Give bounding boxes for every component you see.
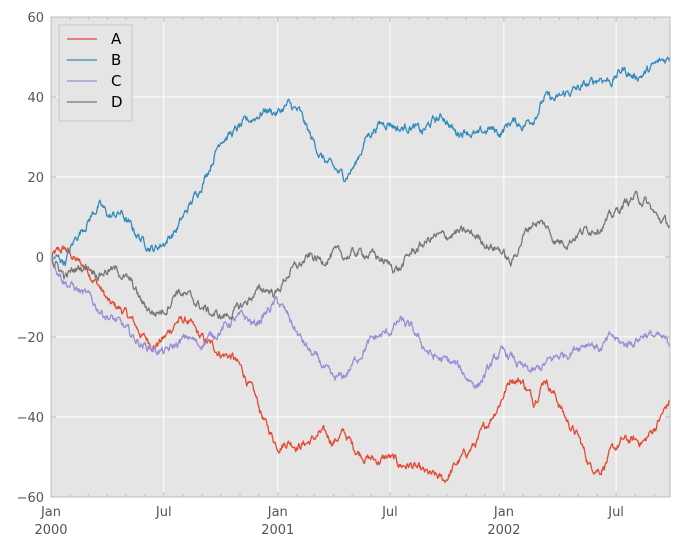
series-line-D [51,190,670,321]
y-tick-label: 0 [36,251,44,266]
y-tick-label: 40 [27,91,44,106]
series-line-C [51,256,670,389]
y-tick-label: 60 [27,11,44,26]
series-line-B [51,56,670,267]
x-tick-label: Jan [267,505,288,520]
x-tick-label: Jul [607,505,624,520]
y-tick-label: 20 [27,171,44,186]
x-tick-label: Jul [155,505,172,520]
series-lines [51,56,670,484]
legend-label-D: D [111,93,123,111]
x-tick-label: Jan [40,505,61,520]
y-tick-label: −20 [17,331,44,346]
x-tick-label: Jan [493,505,514,520]
legend-label-A: A [111,30,122,48]
x-tick-label-year: 2002 [487,523,520,538]
x-tick-label-year: 2000 [34,523,67,538]
y-tick-label: −40 [17,411,44,426]
legend-label-C: C [111,72,121,90]
x-tick-label: Jul [381,505,398,520]
legend-box [58,24,133,122]
y-tick-label: −60 [17,491,44,506]
x-tick-label-year: 2001 [261,523,294,538]
legend-label-B: B [111,51,121,69]
